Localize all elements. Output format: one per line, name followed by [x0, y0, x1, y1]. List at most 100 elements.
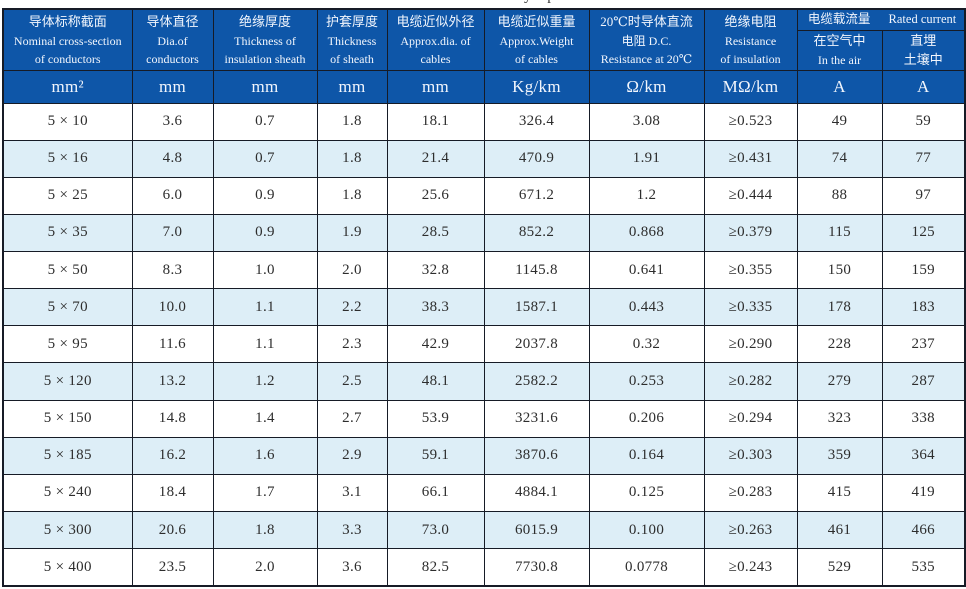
cell-size: 5 × 120: [2, 362, 133, 401]
col-header-outer-diameter-zh: 电缆近似外径: [396, 14, 475, 29]
cell-insulation-thickness: 0.7: [212, 139, 318, 178]
cell-insulation-thickness: 1.4: [212, 399, 318, 438]
cell-insulation-resistance: ≥0.335: [703, 288, 798, 327]
cell-current-air: 529: [796, 548, 883, 587]
table-row: 5 × 50 8.3 1.0 2.0 32.8 1145.8 0.641 ≥0.…: [2, 251, 966, 290]
cell-conductor-diameter: 8.3: [131, 251, 214, 290]
cell-current-buried: 535: [881, 548, 966, 587]
table-row: 5 × 25 6.0 0.9 1.8 25.6 671.2 1.2 ≥0.444…: [2, 176, 966, 215]
cell-weight: 671.2: [483, 176, 590, 215]
cell-conductor-diameter: 16.2: [131, 436, 214, 475]
col-header-conductor-diameter-en1: Dia.of: [157, 33, 188, 48]
table-row: 5 × 150 14.8 1.4 2.7 53.9 3231.6 0.206 ≥…: [2, 399, 966, 438]
unit-current-in-air: A: [796, 69, 883, 104]
cell-current-buried: 364: [881, 436, 966, 475]
cell-size: 5 × 70: [2, 288, 133, 327]
col-header-cross-section-en1: Nominal cross-section: [13, 33, 122, 48]
cell-weight: 1587.1: [483, 288, 590, 327]
cell-current-air: 150: [796, 251, 883, 290]
cell-outer-diameter: 38.3: [386, 288, 485, 327]
cell-insulation-resistance: ≥0.523: [703, 102, 798, 141]
cell-weight: 2037.8: [483, 325, 590, 364]
table-row: 5 × 240 18.4 1.7 3.1 66.1 4884.1 0.125 ≥…: [2, 473, 966, 513]
cell-weight: 852.2: [483, 213, 590, 253]
cell-insulation-thickness: 2.0: [212, 548, 318, 587]
cell-sheath-thickness: 3.6: [316, 548, 388, 587]
table-row: 5 × 120 13.2 1.2 2.5 48.1 2582.2 0.253 ≥…: [2, 362, 966, 401]
col-header-insulation-thickness: 绝缘厚度 Thickness of insulation sheath: [212, 8, 318, 71]
cell-conductor-diameter: 14.8: [131, 399, 214, 438]
cell-conductor-diameter: 10.0: [131, 288, 214, 327]
table-row: 5 × 300 20.6 1.8 3.3 73.0 6015.9 0.100 ≥…: [2, 511, 966, 550]
cell-size: 5 × 50: [2, 251, 133, 290]
cell-sheath-thickness: 3.1: [316, 473, 388, 513]
cell-insulation-resistance: ≥0.290: [703, 325, 798, 364]
unit-current-buried: A: [881, 69, 966, 104]
cell-size: 5 × 25: [2, 176, 133, 215]
unit-weight: Kg/km: [483, 69, 590, 104]
cell-dc-resistance: 0.125: [588, 473, 705, 513]
col-header-weight-en1: Approx.Weight: [499, 33, 574, 48]
cell-dc-resistance: 0.164: [588, 436, 705, 475]
cell-dc-resistance: 0.868: [588, 213, 705, 253]
rated-current-group-zh: 电缆载流量: [807, 12, 871, 27]
cell-sheath-thickness: 2.3: [316, 325, 388, 364]
header-main-row: 导体标称截面 Nominal cross-section of conducto…: [2, 8, 966, 71]
col-header-sheath-thickness-en2: of sheath: [330, 51, 374, 66]
cell-weight: 3870.6: [483, 436, 590, 475]
cell-conductor-diameter: 6.0: [131, 176, 214, 215]
col-header-current-in-air-zh: 在空气中: [813, 33, 866, 49]
cell-outer-diameter: 21.4: [386, 139, 485, 178]
cell-size: 5 × 16: [2, 139, 133, 178]
col-header-insulation-resistance-en1: Resistance: [724, 33, 777, 48]
cell-current-buried: 125: [881, 213, 966, 253]
cell-sheath-thickness: 3.3: [316, 511, 388, 550]
cell-current-buried: 419: [881, 473, 966, 513]
table-row: 5 × 35 7.0 0.9 1.9 28.5 852.2 0.868 ≥0.3…: [2, 213, 966, 253]
col-header-outer-diameter: 电缆近似外径 Approx.dia. of cables: [386, 8, 485, 71]
cell-current-air: 461: [796, 511, 883, 550]
cell-outer-diameter: 42.9: [386, 325, 485, 364]
cell-outer-diameter: 25.6: [386, 176, 485, 215]
cell-outer-diameter: 48.1: [386, 362, 485, 401]
col-header-dc-resistance-en: Resistance at 20℃: [600, 51, 693, 66]
cell-current-air: 88: [796, 176, 883, 215]
cell-outer-diameter: 32.8: [386, 251, 485, 290]
col-header-dc-resistance-zh2: 电阻 D.C.: [621, 33, 672, 48]
cell-outer-diameter: 53.9: [386, 399, 485, 438]
col-header-cross-section-en2: of conductors: [34, 51, 101, 66]
table-row: 5 × 400 23.5 2.0 3.6 82.5 7730.8 0.0778 …: [2, 548, 966, 587]
cell-dc-resistance: 0.253: [588, 362, 705, 401]
cell-current-buried: 77: [881, 139, 966, 178]
cell-current-buried: 159: [881, 251, 966, 290]
cell-current-air: 49: [796, 102, 883, 141]
cell-insulation-resistance: ≥0.283: [703, 473, 798, 513]
cell-insulation-thickness: 0.7: [212, 102, 318, 141]
col-header-weight-en2: of cables: [515, 51, 558, 66]
cell-current-buried: 97: [881, 176, 966, 215]
cell-conductor-diameter: 4.8: [131, 139, 214, 178]
cell-sheath-thickness: 1.8: [316, 102, 388, 141]
col-header-outer-diameter-en2: cables: [420, 51, 451, 66]
col-header-dc-resistance-zh1: 20℃时导体直流: [600, 14, 693, 29]
cell-insulation-resistance: ≥0.243: [703, 548, 798, 587]
cell-current-air: 228: [796, 325, 883, 364]
cell-sheath-thickness: 1.9: [316, 213, 388, 253]
cell-outer-diameter: 18.1: [386, 102, 485, 141]
table-row: 5 × 70 10.0 1.1 2.2 38.3 1587.1 0.443 ≥0…: [2, 288, 966, 327]
cell-sheath-thickness: 1.8: [316, 176, 388, 215]
cell-insulation-resistance: ≥0.263: [703, 511, 798, 550]
cell-insulation-resistance: ≥0.355: [703, 251, 798, 290]
cell-insulation-thickness: 1.7: [212, 473, 318, 513]
cell-insulation-resistance: ≥0.294: [703, 399, 798, 438]
col-header-outer-diameter-en1: Approx.dia. of: [400, 33, 471, 48]
rated-current-group-en: Rated current: [888, 12, 957, 27]
cell-size: 5 × 10: [2, 102, 133, 141]
cell-outer-diameter: 66.1: [386, 473, 485, 513]
cell-weight: 3231.6: [483, 399, 590, 438]
cell-sheath-thickness: 2.2: [316, 288, 388, 327]
cell-conductor-diameter: 13.2: [131, 362, 214, 401]
cell-size: 5 × 400: [2, 548, 133, 587]
cell-insulation-thickness: 1.1: [212, 325, 318, 364]
col-header-current-buried-zh1: 直埋: [910, 32, 937, 48]
